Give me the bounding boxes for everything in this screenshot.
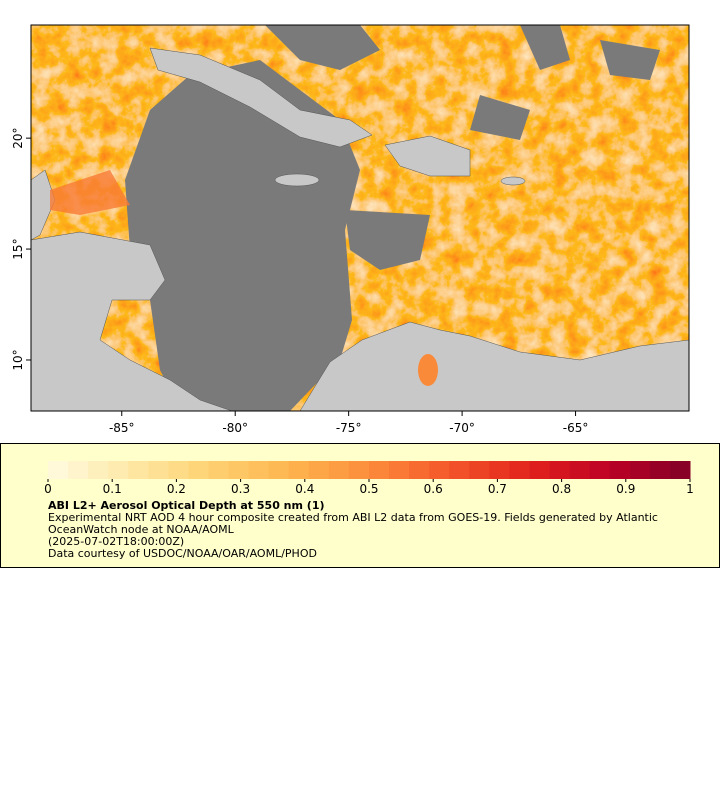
legend-title: ABI L2+ Aerosol Optical Depth at 550 nm … [48, 499, 325, 512]
colorbar-tick-label: 0.6 [424, 482, 443, 496]
colorbar-step [48, 461, 69, 479]
colorbar-tick-label: 0.5 [359, 482, 378, 496]
colorbar-step [228, 461, 250, 479]
colorbar-step [168, 461, 189, 479]
map: -85° -80° -75° -70° -65° 10° 15° 20° [11, 24, 690, 435]
x-tick-label: -85° [109, 421, 135, 435]
colorbar-step [609, 461, 631, 479]
no-data [125, 25, 660, 411]
land [31, 47, 689, 411]
colorbar-step [288, 461, 310, 479]
colorbar-tick-label: 0.3 [231, 482, 250, 496]
colorbar-tick-label: 0.2 [167, 482, 186, 496]
colorbar-step [509, 461, 530, 479]
colorbar-step [389, 461, 410, 479]
colorbar-step [469, 461, 490, 479]
colorbar-step [148, 461, 169, 479]
x-tick-label: -75° [336, 421, 362, 435]
colorbar-step [248, 461, 270, 479]
colorbar: 0 0.1 0.2 0.3 0.4 0.5 0.6 0.7 0.8 0.9 1 [44, 461, 694, 496]
colorbar-step [108, 461, 129, 479]
colorbar-step [348, 461, 370, 479]
colorbar-step [589, 461, 611, 479]
aerosol-plume [50, 170, 130, 215]
map-area [31, 25, 689, 411]
colorbar-tick-label: 0.4 [295, 482, 314, 496]
y-tick-label: 10° [11, 349, 25, 370]
colorbar-tick-label: 0.8 [552, 482, 571, 496]
legend-line: Experimental NRT AOD 4 hour composite cr… [48, 511, 658, 536]
colorbar-step [208, 461, 230, 479]
colorbar-step [529, 461, 551, 479]
colorbar-step [649, 461, 671, 479]
y-tick-label: 20° [11, 127, 25, 148]
colorbar-tick-label: 0.1 [103, 482, 122, 496]
colorbar-step [669, 461, 691, 479]
map-frame [30, 24, 690, 412]
colorbar-step [128, 461, 149, 479]
x-tick-label: -80° [222, 421, 248, 435]
colorbar-tick-label: 0 [44, 482, 52, 496]
colorbar-step [188, 461, 209, 479]
colorbar-tick-label: 0.9 [616, 482, 635, 496]
colorbar-step [268, 461, 290, 479]
colorbar-step [489, 461, 510, 479]
colorbar-step [429, 461, 450, 479]
colorbar-step [569, 461, 591, 479]
colorbar-step [449, 461, 470, 479]
colorbar-tick-label: 1 [686, 482, 694, 496]
colorbar-tick-label: 0.7 [488, 482, 507, 496]
colorbar-step [88, 461, 109, 479]
colorbar-step [68, 461, 89, 479]
legend-line: (2025-07-02T18:00:00Z) [48, 535, 185, 548]
lake-maracaibo [418, 354, 438, 386]
legend-line: Data courtesy of USDOC/NOAA/OAR/AOML/PHO… [48, 547, 317, 560]
x-tick-label: -70° [449, 421, 475, 435]
legend: 0 0.1 0.2 0.3 0.4 0.5 0.6 0.7 0.8 0.9 1 ABI L2+ Ae… [0, 443, 720, 568]
colorbar-step [409, 461, 430, 479]
y-tick-label: 15° [11, 238, 25, 259]
colorbar-step [308, 461, 330, 479]
colorbar-step [549, 461, 571, 479]
colorbar-step [369, 461, 390, 479]
colorbar-step [629, 461, 651, 479]
x-tick-label: -65° [563, 421, 589, 435]
legend-text: ABI L2+ Aerosol Optical Depth at 550 nm … [48, 500, 688, 560]
colorbar-step [328, 461, 350, 479]
